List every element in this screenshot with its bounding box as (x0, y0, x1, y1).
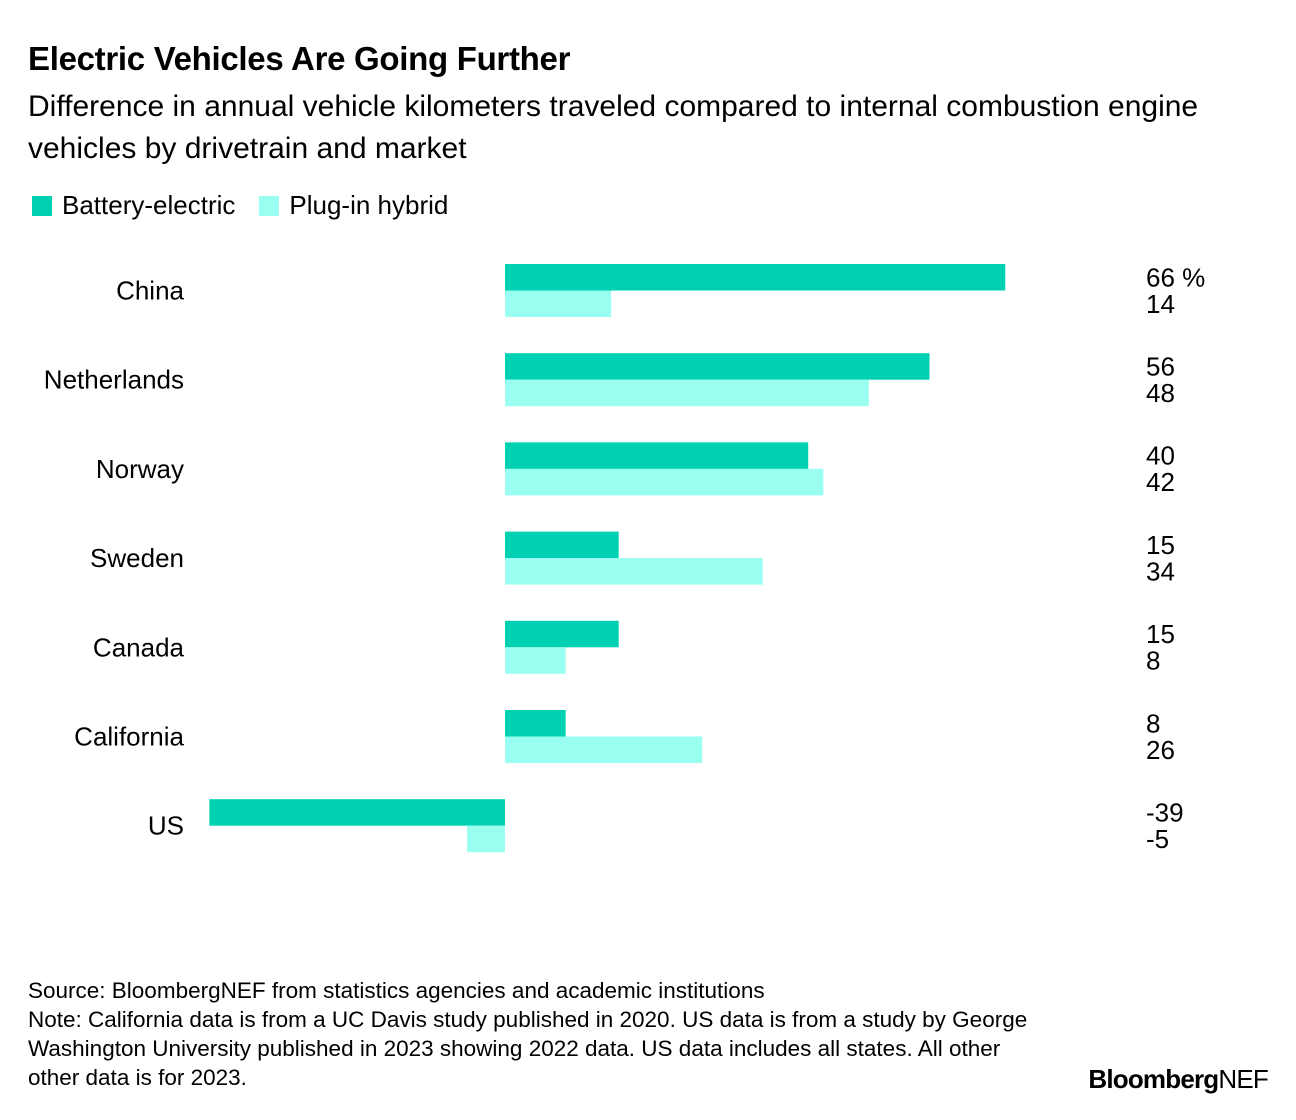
bar-plug-in-hybrid-us (467, 825, 505, 853)
footer: Source: BloombergNEF from statistics age… (28, 976, 1048, 1092)
value-label-battery-electric-california: 8 (1146, 708, 1160, 738)
category-label-china: China (116, 276, 184, 306)
value-label-plug-in-hybrid-norway: 42 (1146, 467, 1175, 497)
value-label-battery-electric-netherlands: 56 (1146, 351, 1175, 381)
legend-label-plug-in-hybrid: Plug-in hybrid (289, 190, 449, 220)
category-label-norway: Norway (96, 454, 184, 484)
value-label-battery-electric-canada: 15 (1146, 619, 1175, 649)
value-label-battery-electric-norway: 40 (1146, 441, 1175, 471)
bar-plug-in-hybrid-netherlands (505, 379, 869, 407)
bar-battery-electric-norway (505, 442, 809, 469)
chart-subtitle: Difference in annual vehicle kilometers … (28, 90, 1199, 165)
category-label-canada: Canada (93, 632, 185, 662)
legend-swatch-plug-in-hybrid (259, 195, 280, 216)
bar-plug-in-hybrid-china (505, 290, 612, 317)
value-label-battery-electric-us: -39 (1146, 797, 1184, 827)
source-note: Source: BloombergNEF from statistics age… (28, 978, 765, 1003)
bar-plug-in-hybrid-california (505, 736, 703, 763)
logo-suffix: NEF (1218, 1064, 1268, 1094)
legend-item-plug-in-hybrid: Plug-in hybrid (259, 190, 448, 221)
bar-battery-electric-netherlands (505, 353, 930, 380)
chart-title: Electric Vehicles Are Going Further (28, 40, 571, 77)
value-label-plug-in-hybrid-us: -5 (1146, 824, 1169, 854)
bar-battery-electric-california (505, 710, 566, 737)
category-label-california: California (74, 722, 184, 752)
category-label-sweden: Sweden (90, 543, 184, 573)
legend: Battery-electric Plug-in hybrid (32, 190, 472, 221)
bar-battery-electric-sweden (505, 531, 619, 559)
data-note: Note: California data is from a UC Davis… (28, 1007, 1028, 1090)
bar-battery-electric-us (209, 799, 505, 826)
bar-plug-in-hybrid-sweden (505, 558, 763, 585)
bar-plug-in-hybrid-norway (505, 468, 824, 496)
logo-brand: Bloomberg (1088, 1064, 1219, 1094)
category-label-us: US (148, 811, 184, 841)
value-label-plug-in-hybrid-sweden: 34 (1146, 556, 1175, 586)
value-label-battery-electric-china: 66 % (1146, 262, 1205, 292)
value-label-plug-in-hybrid-netherlands: 48 (1146, 378, 1175, 408)
value-label-battery-electric-sweden: 15 (1146, 530, 1175, 560)
legend-item-battery-electric: Battery-electric (32, 190, 235, 221)
bar-plug-in-hybrid-canada (505, 647, 566, 674)
value-label-plug-in-hybrid-canada: 8 (1146, 646, 1160, 676)
category-label-netherlands: Netherlands (44, 365, 184, 395)
value-label-plug-in-hybrid-china: 14 (1146, 289, 1175, 319)
value-label-plug-in-hybrid-california: 26 (1146, 735, 1175, 765)
bloombergnef-logo: BloombergNEF (1088, 1064, 1268, 1095)
bar-battery-electric-canada (505, 620, 619, 648)
legend-swatch-battery-electric (32, 195, 52, 216)
bar-battery-electric-china (505, 264, 1006, 291)
legend-label-battery-electric: Battery-electric (62, 190, 236, 220)
